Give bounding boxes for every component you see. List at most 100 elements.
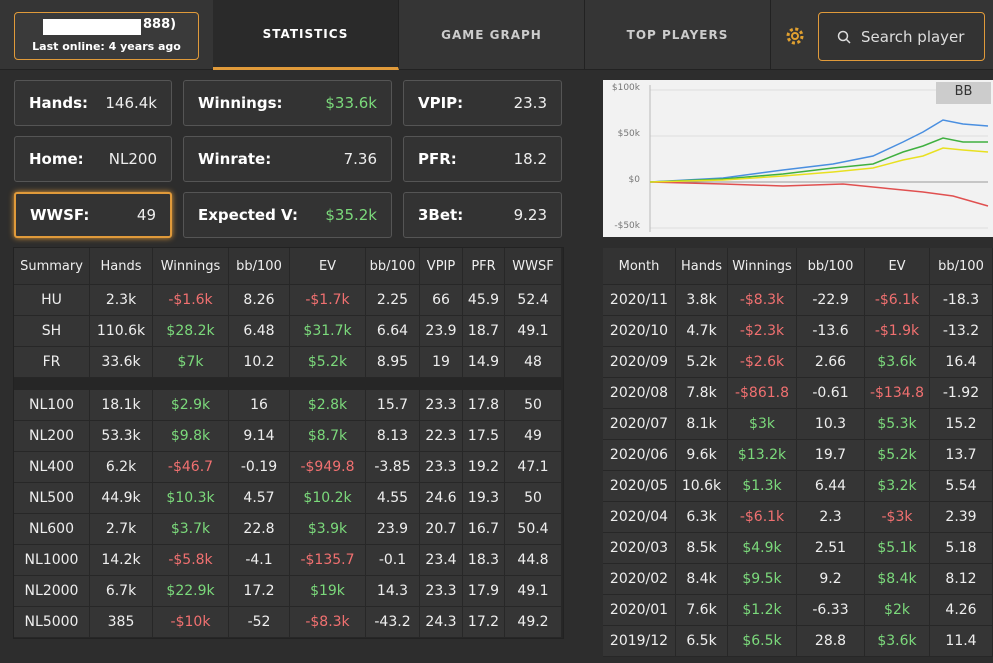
table-cell: $19k (290, 576, 366, 607)
table-cell: $9.5k (728, 564, 797, 595)
table-cell: $5.2k (290, 347, 366, 378)
stat-label: Winrate: (198, 150, 272, 168)
table-cell: 49.1 (505, 576, 562, 607)
table-cell: 18.3 (463, 545, 505, 576)
table-cell: 385 (90, 607, 153, 638)
table-cell: $2.9k (153, 390, 229, 421)
table-cell: 2020/10 (603, 316, 676, 347)
table-cell: NL400 (14, 452, 90, 483)
table-cell: 48 (505, 347, 562, 378)
table-cell: 2020/09 (603, 347, 676, 378)
table-cell: 18.7 (463, 316, 505, 347)
column-header: bb/100 (366, 248, 420, 285)
table-cell: NL600 (14, 514, 90, 545)
table-cell: 50 (505, 390, 562, 421)
table-cell: $1.2k (728, 595, 797, 626)
table-cell: 23.3 (420, 576, 463, 607)
tab[interactable]: GAME GRAPH (399, 0, 585, 70)
search-placeholder: Search player (861, 27, 965, 46)
table-cell: 52.4 (505, 285, 562, 316)
table-cell: $10.3k (153, 483, 229, 514)
graph: BB (603, 80, 993, 237)
table-cell: 23.9 (366, 514, 420, 545)
table-cell: 3.8k (676, 285, 728, 316)
stat-label: Home: (29, 150, 84, 168)
table-cell: 10.2 (229, 347, 290, 378)
table-cell: 2020/04 (603, 502, 676, 533)
table-cell: 2.66 (797, 347, 865, 378)
table-cell: NL1000 (14, 545, 90, 576)
table-cell: $2.8k (290, 390, 366, 421)
table-cell: 19.3 (463, 483, 505, 514)
settings-icon[interactable] (784, 25, 806, 47)
table-cell: 17.2 (229, 576, 290, 607)
table-cell: 5.54 (930, 471, 993, 502)
table-cell: -3.85 (366, 452, 420, 483)
table-cell: 16.7 (463, 514, 505, 545)
table-cell: $3.7k (153, 514, 229, 545)
table-cell: $7k (153, 347, 229, 378)
table-cell: 23.9 (420, 316, 463, 347)
table-cell: 9.6k (676, 440, 728, 471)
table-cell: -$5.8k (153, 545, 229, 576)
table-cell: $3k (728, 409, 797, 440)
table-cell: -$949.8 (290, 452, 366, 483)
table-cell: -6.33 (797, 595, 865, 626)
search-box[interactable]: Search player (818, 12, 985, 61)
tab[interactable]: TOP PLAYERS (585, 0, 771, 70)
column-header: bb/100 (229, 248, 290, 285)
stat-value: $35.2k (325, 206, 377, 224)
table-cell: 50.4 (505, 514, 562, 545)
table-cell: -$1.6k (153, 285, 229, 316)
table-cell: -$6.1k (728, 502, 797, 533)
table-cell: 15.2 (930, 409, 993, 440)
table-cell: 8.13 (366, 421, 420, 452)
spacer (601, 237, 993, 248)
table-cell: 7.8k (676, 378, 728, 409)
table-cell: 17.9 (463, 576, 505, 607)
stat-card: Winrate: 7.36 (183, 136, 392, 182)
table-cell: 8.1k (676, 409, 728, 440)
table-cell: $2k (865, 595, 930, 626)
table-cell: 2020/08 (603, 378, 676, 409)
graph-tick-label: $0 (628, 175, 640, 185)
table-cell: $10.2k (290, 483, 366, 514)
column-header: bb/100 (930, 248, 993, 285)
table-cell: -$2.6k (728, 347, 797, 378)
table-cell: 5.18 (930, 533, 993, 564)
table-cell: -$2.3k (728, 316, 797, 347)
graph-line (649, 137, 988, 183)
stat-label: WWSF: (30, 206, 90, 224)
table-cell: 23.3 (420, 390, 463, 421)
table-cell: 23.3 (420, 452, 463, 483)
table-cell: 8.12 (930, 564, 993, 595)
column-header: Summary (14, 248, 90, 285)
table-cell: 2020/07 (603, 409, 676, 440)
column-header: Winnings (153, 248, 229, 285)
table-cell: 6.3k (676, 502, 728, 533)
table-cell: -13.2 (930, 316, 993, 347)
table-cell: 44.9k (90, 483, 153, 514)
column-header: WWSF (505, 248, 562, 285)
graph-badge: BB (954, 84, 973, 99)
tab[interactable]: STATISTICS (213, 0, 399, 70)
table-cell: 2.7k (90, 514, 153, 545)
table-cell: 110.6k (90, 316, 153, 347)
table-cell: -$3k (865, 502, 930, 533)
stat-label: Expected V: (198, 206, 298, 224)
table-cell: 9.14 (229, 421, 290, 452)
table-cell: 24.3 (420, 607, 463, 638)
table-cell: 8.26 (229, 285, 290, 316)
table-cell: 17.8 (463, 390, 505, 421)
table-cell: 6.2k (90, 452, 153, 483)
user-box[interactable]: 888) Last online: 4 years ago (14, 12, 199, 60)
table-cell: $31.7k (290, 316, 366, 347)
table-cell: FR (14, 347, 90, 378)
table-cell: -22.9 (797, 285, 865, 316)
table-cell: 2.3 (797, 502, 865, 533)
stat-label: VPIP: (418, 94, 464, 112)
table-cell: HU (14, 285, 90, 316)
stat-card: Hands: 146.4k (14, 80, 172, 126)
table-cell: -$861.8 (728, 378, 797, 409)
table-cell: 17.2 (463, 607, 505, 638)
